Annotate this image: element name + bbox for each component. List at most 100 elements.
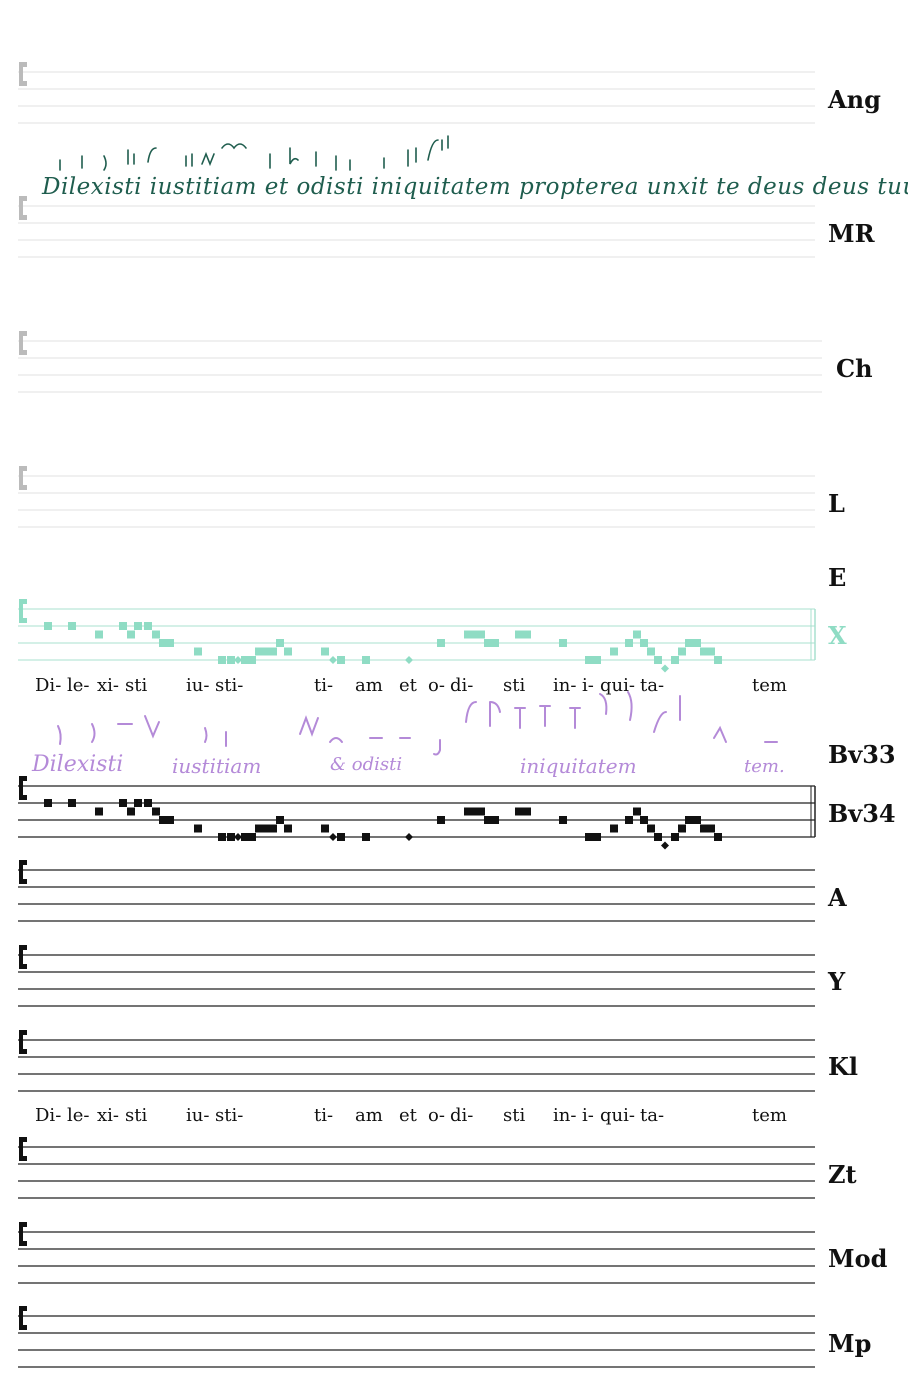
x-staff-note [515, 630, 523, 639]
x-staff-note [593, 656, 601, 664]
lyric-syllable: o- [428, 675, 445, 696]
c-clef-icon [19, 62, 27, 86]
bv33-text-dilexisti: Dilexisti [32, 752, 124, 777]
x-staff-note [284, 647, 292, 656]
lyric-syllable: Di- [35, 1105, 62, 1126]
x-staff-note [262, 647, 270, 656]
x-staff-note [647, 647, 655, 656]
x-staff-note [707, 647, 715, 656]
siglum-mp: Mp [828, 1329, 872, 1358]
lyric-syllable: i- [582, 675, 594, 696]
bv33-neume [539, 705, 551, 727]
bv34-staff-note [159, 816, 167, 824]
bv33-neume [489, 701, 501, 727]
lyric-syllable: qui- [600, 675, 635, 696]
bv34-staff-note [144, 799, 152, 807]
lyric-syllable: ta- [640, 1105, 665, 1126]
x-staff-note [159, 639, 167, 647]
lyric-syllable: ti- [314, 1105, 334, 1126]
x-staff-note [44, 622, 52, 630]
siglum-zt: Zt [828, 1160, 857, 1189]
x-staff-note [127, 630, 135, 639]
bv33-neume [57, 725, 62, 745]
x-staff-note [700, 647, 708, 656]
bv33-neume [91, 723, 96, 743]
siglum-bv33: Bv33 [828, 740, 896, 769]
x-staff-note [329, 656, 337, 664]
mr-manuscript-text: Dilexisti iustitiam et odisti iniquitate… [42, 174, 908, 200]
lyric-syllable: sti- [215, 1105, 244, 1126]
bv34-staff-note [127, 807, 135, 816]
bv34-staff-note [523, 807, 531, 816]
bv34-staff-note [707, 824, 715, 833]
bv34-staff-note [640, 816, 648, 824]
bv34-staff-note [593, 833, 601, 841]
c-clef-icon [19, 1030, 27, 1054]
x-staff-note [95, 630, 103, 639]
siglum-mod: Mod [828, 1244, 888, 1273]
bv33-neume [514, 707, 526, 729]
siglum-ch: Ch [836, 354, 873, 383]
x-staff-note [68, 622, 76, 630]
x-staff-note [610, 647, 618, 656]
bv34-staff-note [119, 799, 127, 807]
mr-neume [127, 149, 135, 165]
lyric-syllable: iu- [186, 675, 210, 696]
siglum-x: X [828, 621, 847, 650]
bv34-staff-note [671, 833, 679, 841]
lyric-syllable: et [399, 1105, 417, 1126]
lyric-syllable: iu- [186, 1105, 210, 1126]
lyric-syllable: i- [582, 1105, 594, 1126]
x-staff-note [437, 639, 445, 647]
bv34-staff-note [166, 816, 174, 824]
bv34-staff-note [559, 816, 567, 824]
bv34-staff-note [194, 824, 202, 833]
siglum-l: L [828, 489, 845, 518]
mr-neume [147, 147, 157, 163]
x-staff-note [152, 630, 160, 639]
mr-neume [201, 151, 215, 167]
bv33-neume [299, 715, 319, 737]
siglum-bv34: Bv34 [828, 799, 896, 828]
bv34-staff-note [491, 816, 499, 824]
lyric-syllable: di- [450, 1105, 474, 1126]
x-staff-note [362, 656, 370, 664]
c-clef-icon [19, 599, 27, 623]
bv34-staff-note [405, 833, 413, 841]
bv34-staff-note [610, 824, 618, 833]
siglum-e: E [828, 563, 847, 592]
bv33-neume [599, 693, 608, 715]
bv33-neume [433, 739, 441, 756]
lyric-syllable: sti [503, 1105, 526, 1126]
bv34-staff-note [241, 833, 249, 841]
x-staff-note [194, 647, 202, 656]
x-staff-note [671, 656, 679, 664]
bv34-staff-note [227, 833, 235, 841]
lyric-syllable: tem [752, 1105, 787, 1126]
bv33-neume [627, 691, 633, 721]
lyric-syllable: et [399, 675, 417, 696]
x-staff-note [640, 639, 648, 647]
c-clef-icon [19, 776, 27, 800]
lyric-syllable: in- [553, 1105, 577, 1126]
bv34-staff-note [585, 833, 593, 841]
x-staff-note [234, 656, 242, 664]
lyric-syllable: sti [503, 675, 526, 696]
x-staff-note [470, 630, 478, 639]
bv34-staff-note [262, 824, 270, 833]
c-clef-icon [19, 860, 27, 884]
mr-neume [407, 147, 417, 167]
c-clef-icon [19, 466, 27, 490]
bv34-staff-note [477, 807, 485, 816]
lyric-syllable: sti- [215, 675, 244, 696]
x-staff-note [678, 647, 686, 656]
x-staff-note [633, 630, 641, 639]
bv34-staff-note [470, 807, 478, 816]
bv34-staff-note [484, 816, 492, 824]
x-staff-note [248, 656, 256, 664]
bv33-neume [329, 737, 343, 743]
lyric-syllable: Di- [35, 675, 62, 696]
x-staff-note [693, 639, 701, 647]
mr-neume [221, 143, 247, 150]
